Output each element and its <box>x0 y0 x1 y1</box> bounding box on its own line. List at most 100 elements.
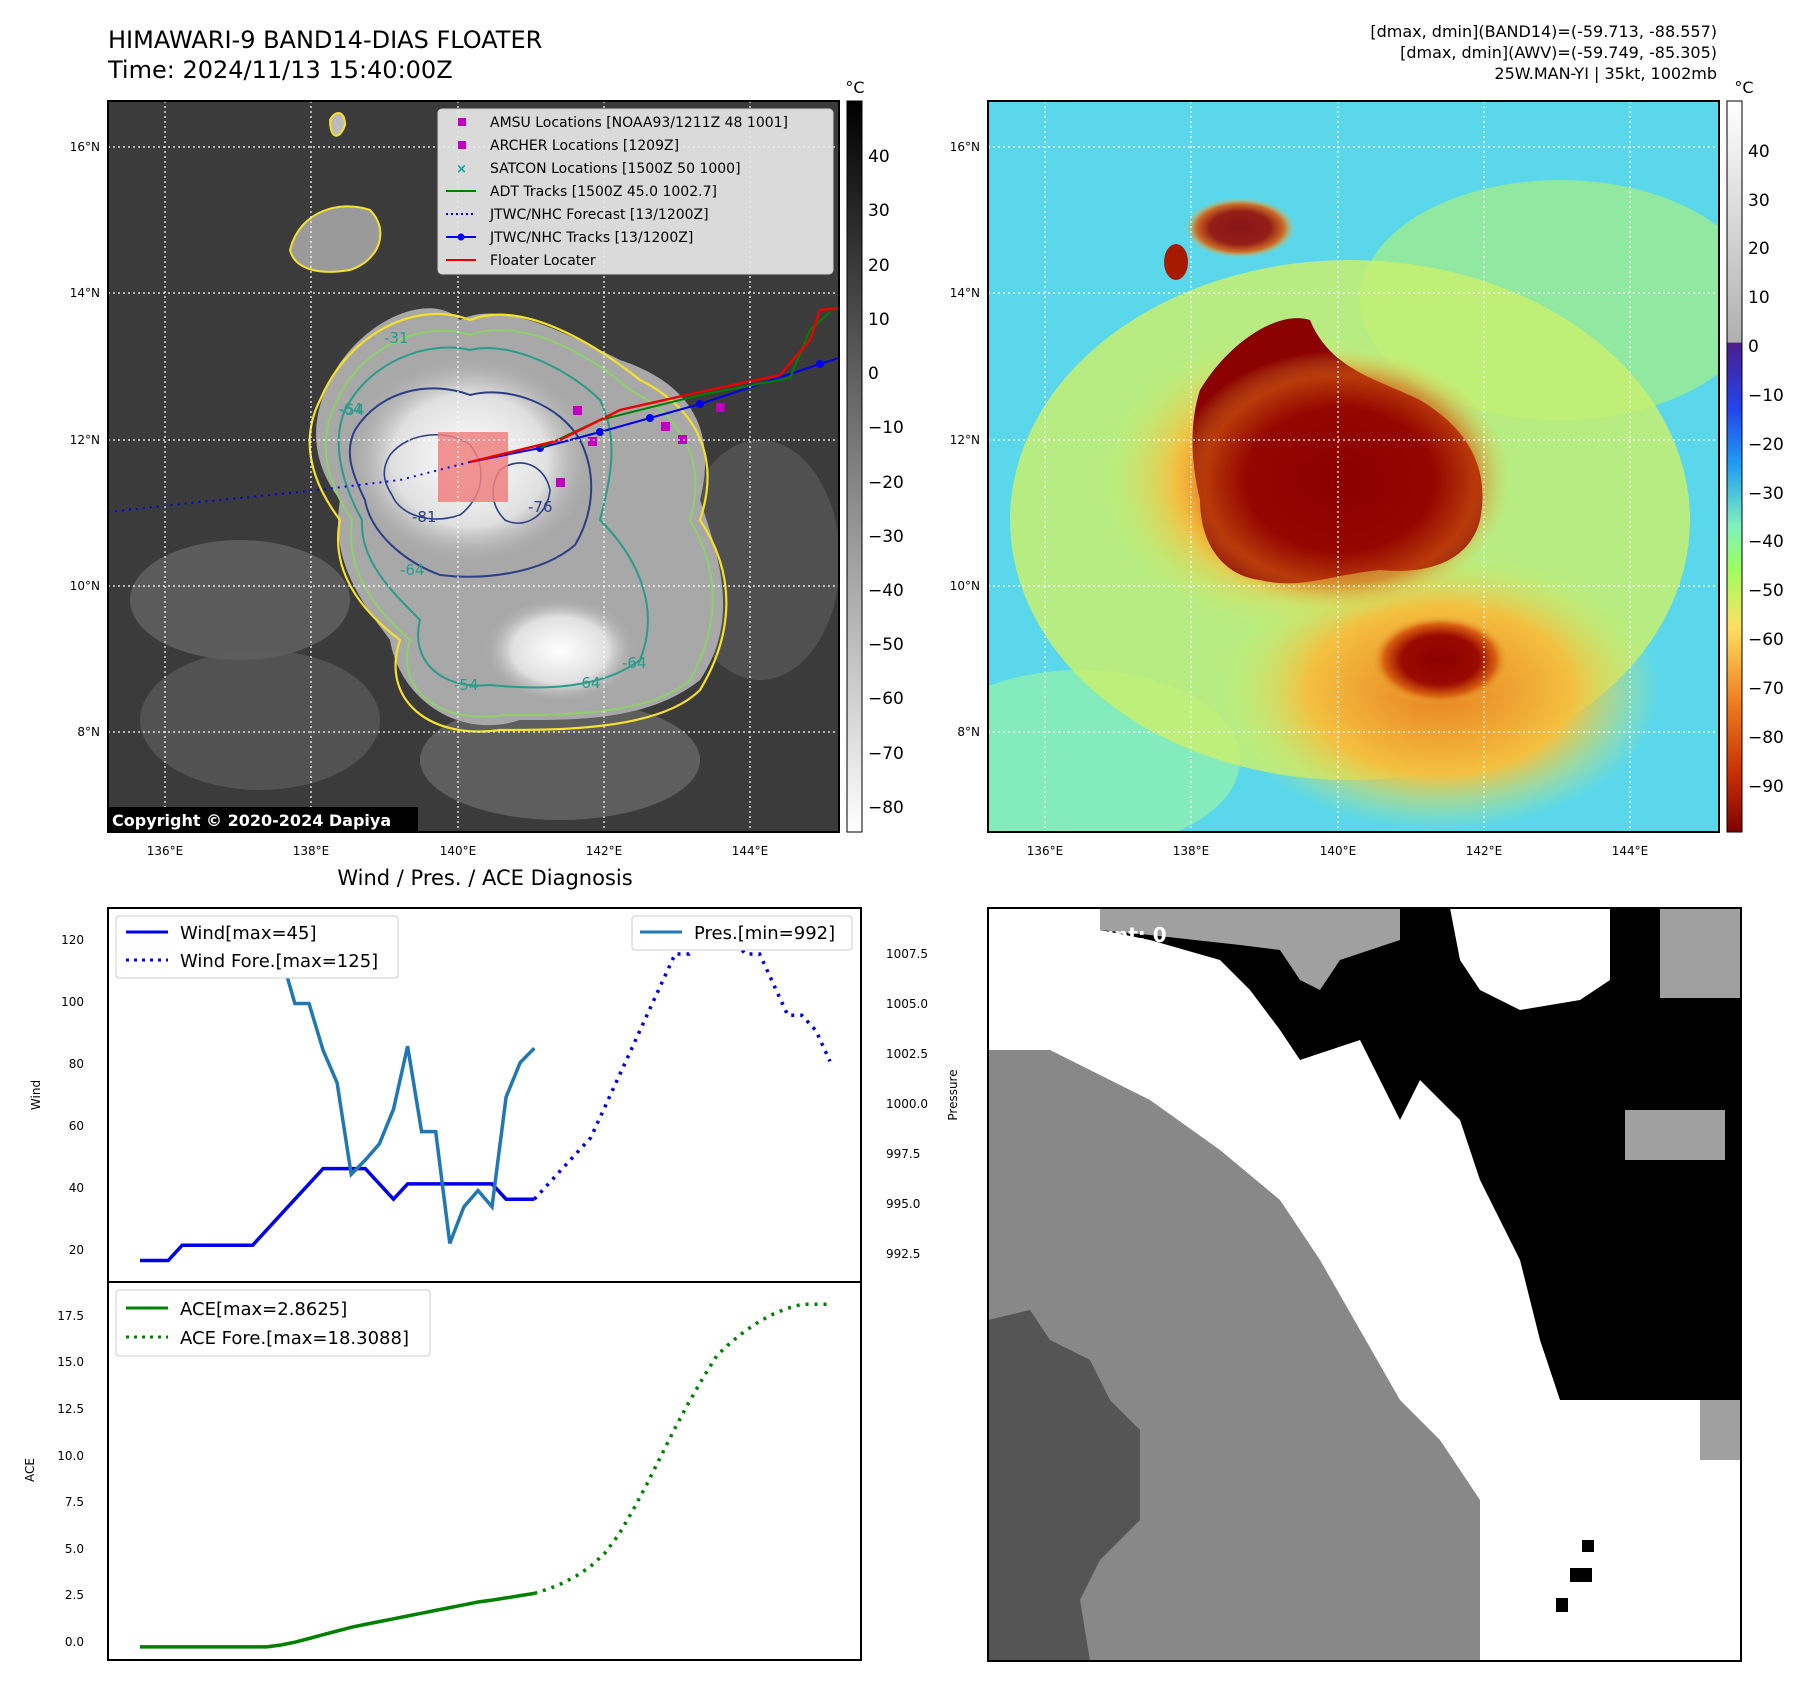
legend-entry: JTWC/NHC Tracks [13/1200Z] <box>489 230 693 246</box>
lon-label: 144°E <box>1612 844 1649 858</box>
ir-colorbar-ticks: 40 30 20 10 0 −10 −20 −30 −40 −50 −60 −7… <box>868 147 904 818</box>
ace-y-ticks: 17.5 15.0 12.5 10.0 7.5 5.0 2.5 0.0 <box>57 1309 84 1649</box>
contour-label: -31 <box>384 329 409 347</box>
contour-label: -76 <box>528 498 553 516</box>
cloud-island <box>328 112 347 137</box>
lat-label: 10°N <box>70 579 100 593</box>
wind-ylabel: Wind <box>29 1080 43 1110</box>
awv-gridlines <box>988 101 1719 832</box>
legend-entry: Wind Fore.[max=125] <box>180 951 378 972</box>
ace-ytick: 17.5 <box>57 1309 84 1323</box>
ace-ytick: 5.0 <box>65 1542 84 1556</box>
info-line3: 25W.MAN-YI | 35kt, 1002mb <box>1494 64 1717 83</box>
amsu-marker <box>573 406 582 415</box>
legend-entry: JTWC/NHC Forecast [13/1200Z] <box>489 207 709 223</box>
colorbar-tick: −40 <box>868 581 904 601</box>
wmg-frame <box>987 907 1742 1662</box>
ir-map-legend: × AMSU Locations [NOAA93/1211Z 48 1001] … <box>437 108 834 275</box>
colorbar-tick: −80 <box>1748 728 1784 748</box>
colorbar-tick: 0 <box>868 364 879 384</box>
lon-label: 136°E <box>1027 844 1064 858</box>
colorbar-tick: 20 <box>868 256 890 276</box>
pres-legend-box <box>631 915 853 951</box>
pres-ytick: 1000.0 <box>886 1097 928 1111</box>
wmg-darkgray-region <box>988 1310 1140 1661</box>
info-line1: [dmax, dmin](BAND14)=(-59.713, -88.557) <box>1370 22 1717 41</box>
wmg-pixel <box>1556 1598 1568 1612</box>
wmg-gray-patch <box>1700 1400 1741 1460</box>
legend-icon-archer <box>458 141 466 149</box>
awv-map-panel <box>988 101 1719 832</box>
wmg-gray-strip <box>1100 908 1400 990</box>
legend-entry: AMSU Locations [NOAA93/1211Z 48 1001] <box>490 115 788 131</box>
pres-ytick: 1002.5 <box>886 1047 928 1061</box>
ir-axis-labels: 136°E 138°E 140°E 142°E 144°E 16°N 14°N … <box>70 140 769 858</box>
colorbar-tick: 40 <box>868 147 890 167</box>
wind-ytick: 100 <box>61 995 84 1009</box>
amsu-marker <box>678 435 687 444</box>
lon-label: 142°E <box>586 844 623 858</box>
wind-series-line <box>140 1166 535 1263</box>
ir-colorbar-unit: °C <box>845 78 864 97</box>
diagnosis-title: Wind / Pres. / ACE Diagnosis <box>337 866 632 890</box>
ace-series-line <box>140 1591 535 1649</box>
colorbar-tick: −40 <box>1748 532 1784 552</box>
ir-colorbar: °C 40 30 20 10 0 −10 −20 −30 −40 −50 −60… <box>845 78 904 833</box>
cloud-patch <box>130 540 350 660</box>
colorbar-tick: −60 <box>868 689 904 709</box>
contour-navy <box>348 387 593 578</box>
cloud-core-south <box>480 595 640 705</box>
wind-ytick: 60 <box>69 1119 84 1133</box>
colorbar-tick: −20 <box>1748 435 1784 455</box>
contour-label: -64 <box>400 561 425 579</box>
legend-entry: SATCON Locations [1500Z 50 1000] <box>490 161 741 177</box>
awv-colorbar-unit: °C <box>1734 78 1753 97</box>
colorbar-tick: −30 <box>1748 484 1784 504</box>
colorbar-tick: −70 <box>868 744 904 764</box>
ace-chart: 17.5 15.0 12.5 10.0 7.5 5.0 2.5 0.0 ACE … <box>23 1281 862 1661</box>
floater-box <box>438 432 508 502</box>
contour-label: -64 <box>622 654 647 672</box>
ace-ytick: 15.0 <box>57 1355 84 1369</box>
ace-ytick: 2.5 <box>65 1588 84 1602</box>
legend-entry: Floater Locater <box>490 253 596 269</box>
awv-axis-labels: 136°E 138°E 140°E 142°E 144°E 16°N 14°N … <box>950 140 1649 858</box>
legend-entry: ADT Tracks [1500Z 45.0 1002.7] <box>490 184 717 200</box>
lat-label: 12°N <box>950 433 980 447</box>
info-line2: [dmax, dmin](AWV)=(-59.749, -85.305) <box>1400 43 1717 62</box>
colorbar-tick: −10 <box>868 418 904 438</box>
wmg-pixel <box>1582 1540 1594 1552</box>
wind-ytick: 80 <box>69 1057 84 1071</box>
ace-ytick: 7.5 <box>65 1495 84 1509</box>
wind-pres-chart: 120 100 80 60 40 20 1007.5 1005.0 1002.5… <box>29 907 960 1283</box>
awv-cold-south <box>1370 615 1510 705</box>
wind-y-ticks: 120 100 80 60 40 20 <box>61 933 84 1257</box>
track-point <box>816 360 824 368</box>
awv-cold-speck <box>1164 244 1188 280</box>
track-point <box>696 400 704 408</box>
pres-legend: Pres.[min=992] <box>631 915 853 951</box>
lat-label: 12°N <box>70 433 100 447</box>
amsu-markers <box>556 403 725 487</box>
wmg-white-pocket <box>1450 908 1610 1010</box>
wind-legend: Wind[max=45] Wind Fore.[max=125] <box>115 915 399 979</box>
lat-label: 8°N <box>957 725 980 739</box>
colorbar-tick: −50 <box>1748 581 1784 601</box>
wmg-gray-patch <box>1660 908 1740 998</box>
legend-entry: ACE Fore.[max=18.3088] <box>180 1328 409 1349</box>
colorbar-tick: 40 <box>1748 142 1770 162</box>
lat-label: 16°N <box>950 140 980 154</box>
colorbar-tick: −60 <box>1748 630 1784 650</box>
awv-cold-halo <box>1170 350 1510 610</box>
figure-title-line1: HIMAWARI-9 BAND14-DIAS FLOATER <box>108 26 543 54</box>
lon-label: 136°E <box>147 844 184 858</box>
cloud-island <box>288 205 382 273</box>
colorbar-tick: −20 <box>868 473 904 493</box>
legend-icon-amsu <box>458 118 466 126</box>
cloud-patch <box>140 650 380 790</box>
ace-ytick: 10.0 <box>57 1449 84 1463</box>
wind-legend-box <box>115 915 399 979</box>
contour-teal <box>337 346 649 689</box>
wmg-gray-patch <box>1625 1110 1725 1160</box>
